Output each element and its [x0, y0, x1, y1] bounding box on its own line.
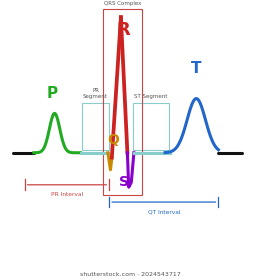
- Text: S: S: [119, 175, 128, 189]
- Text: QT Interval: QT Interval: [148, 209, 180, 214]
- Text: T: T: [191, 62, 202, 76]
- Text: Q: Q: [107, 134, 119, 148]
- Text: ST Segment: ST Segment: [134, 94, 167, 99]
- Text: R: R: [117, 20, 130, 39]
- Text: QRS Complex: QRS Complex: [103, 1, 141, 6]
- Text: shutterstock.com · 2024543717: shutterstock.com · 2024543717: [80, 272, 180, 277]
- Text: NORMAL SINUS RHYTHM: NORMAL SINUS RHYTHM: [58, 255, 202, 265]
- Text: PR
Segment: PR Segment: [83, 88, 108, 99]
- Text: PR Interval: PR Interval: [51, 192, 83, 197]
- Text: P: P: [47, 86, 57, 101]
